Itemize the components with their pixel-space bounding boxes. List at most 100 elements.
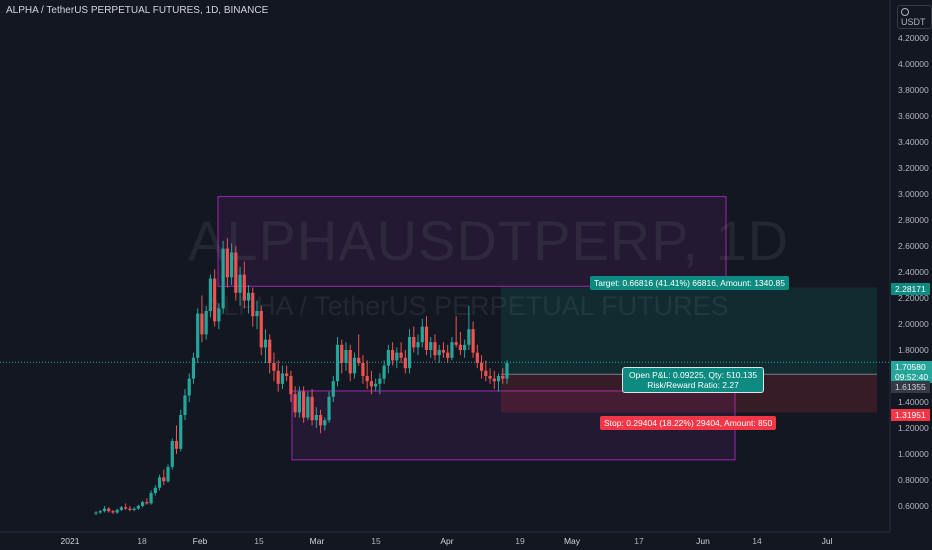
candle bbox=[94, 511, 98, 516]
price-tick-label: 0.80000 bbox=[898, 475, 929, 485]
candle bbox=[390, 342, 395, 366]
candle bbox=[297, 386, 301, 418]
candle bbox=[238, 266, 242, 306]
candle bbox=[492, 370, 496, 389]
candle bbox=[234, 246, 238, 301]
candle bbox=[302, 386, 306, 423]
price-tick-label: 0.60000 bbox=[898, 501, 929, 511]
candle bbox=[369, 370, 374, 395]
candle bbox=[102, 506, 107, 513]
candle bbox=[454, 316, 458, 348]
price-tick-label: 3.00000 bbox=[898, 189, 929, 199]
time-tick-label: 17 bbox=[634, 536, 644, 546]
candle bbox=[128, 506, 132, 512]
candle bbox=[416, 334, 420, 356]
candle bbox=[141, 500, 145, 508]
candle bbox=[187, 373, 191, 402]
time-tick-label: 2021 bbox=[60, 536, 80, 546]
rectangle-drawing[interactable] bbox=[217, 196, 727, 287]
candle bbox=[399, 342, 403, 363]
symbol-watermark: ALPHAUSDTPERP, 1D bbox=[188, 209, 790, 272]
candle bbox=[357, 334, 361, 366]
candle bbox=[407, 329, 412, 374]
price-tick-label: 2.40000 bbox=[898, 267, 929, 277]
candle bbox=[437, 344, 441, 363]
candle bbox=[98, 509, 102, 514]
candle bbox=[310, 389, 314, 426]
candle bbox=[153, 485, 157, 496]
candle bbox=[183, 389, 187, 421]
time-tick-label: 19 bbox=[515, 536, 525, 546]
candle bbox=[496, 373, 501, 392]
currency-label: USDT bbox=[901, 17, 926, 27]
candle bbox=[132, 507, 136, 512]
time-tick-label: Feb bbox=[192, 536, 208, 546]
candle bbox=[285, 365, 289, 382]
candle bbox=[246, 285, 251, 314]
candle bbox=[348, 344, 352, 382]
currency-selector[interactable]: USDT bbox=[897, 5, 932, 29]
candle bbox=[225, 238, 229, 288]
profit-zone[interactable] bbox=[501, 287, 877, 375]
price-tick-label: 3.20000 bbox=[898, 163, 929, 173]
candle bbox=[323, 417, 327, 431]
candle bbox=[213, 269, 217, 327]
candle bbox=[255, 300, 259, 330]
candle bbox=[166, 464, 170, 483]
candle bbox=[107, 507, 111, 513]
candle bbox=[331, 376, 335, 402]
candle bbox=[365, 360, 369, 389]
candle bbox=[119, 506, 124, 512]
time-tick-label: Apr bbox=[440, 536, 454, 546]
candle bbox=[314, 407, 318, 428]
candle bbox=[441, 342, 446, 358]
candle bbox=[501, 368, 505, 384]
candle bbox=[505, 360, 509, 384]
candle bbox=[170, 438, 174, 470]
time-tick-label: 14 bbox=[752, 536, 762, 546]
candle bbox=[157, 474, 162, 491]
candle bbox=[361, 355, 365, 384]
candle bbox=[374, 378, 378, 392]
candle bbox=[293, 386, 297, 418]
pnl-line: Open P&L: 0.09225, Qty: 510.135 bbox=[629, 370, 758, 380]
candle bbox=[208, 274, 213, 318]
candle bbox=[344, 342, 348, 371]
candle bbox=[145, 498, 149, 505]
current-price-tag: 1.70580 09:52:40 bbox=[891, 361, 932, 383]
time-tick-label: Jul bbox=[821, 536, 833, 546]
candle bbox=[352, 352, 357, 379]
stop-label: Stop: 0.29404 (18.22%) 29404, Amount: 85… bbox=[600, 416, 777, 430]
stop-price-tag: 1.31951 bbox=[891, 409, 930, 421]
price-tick-label: 3.40000 bbox=[898, 137, 929, 147]
candle bbox=[196, 308, 200, 363]
candle bbox=[475, 344, 479, 369]
time-tick-label: Mar bbox=[309, 536, 325, 546]
candle bbox=[272, 352, 276, 382]
candle bbox=[420, 318, 424, 348]
candle bbox=[276, 360, 280, 392]
time-tick-label: 18 bbox=[137, 536, 147, 546]
candle bbox=[179, 409, 183, 452]
current-price: 1.70580 bbox=[895, 362, 926, 372]
candle bbox=[335, 337, 340, 387]
risk-reward-line: Risk/Reward Ratio: 2.27 bbox=[647, 380, 739, 390]
candle bbox=[340, 339, 344, 374]
time-tick-label: May bbox=[563, 536, 581, 546]
candle bbox=[263, 329, 268, 363]
price-tick-label: 1.00000 bbox=[898, 449, 929, 459]
candle bbox=[221, 240, 225, 314]
candle bbox=[433, 334, 437, 361]
candle bbox=[200, 295, 204, 343]
price-tick-label: 2.00000 bbox=[898, 319, 929, 329]
candle bbox=[327, 391, 331, 423]
candle bbox=[458, 331, 462, 356]
candle bbox=[191, 352, 196, 384]
candle bbox=[429, 337, 433, 358]
candle bbox=[115, 508, 119, 514]
candle bbox=[479, 355, 484, 379]
candle bbox=[488, 368, 492, 384]
candle bbox=[424, 316, 429, 356]
countdown: 09:52:40 bbox=[895, 372, 929, 382]
